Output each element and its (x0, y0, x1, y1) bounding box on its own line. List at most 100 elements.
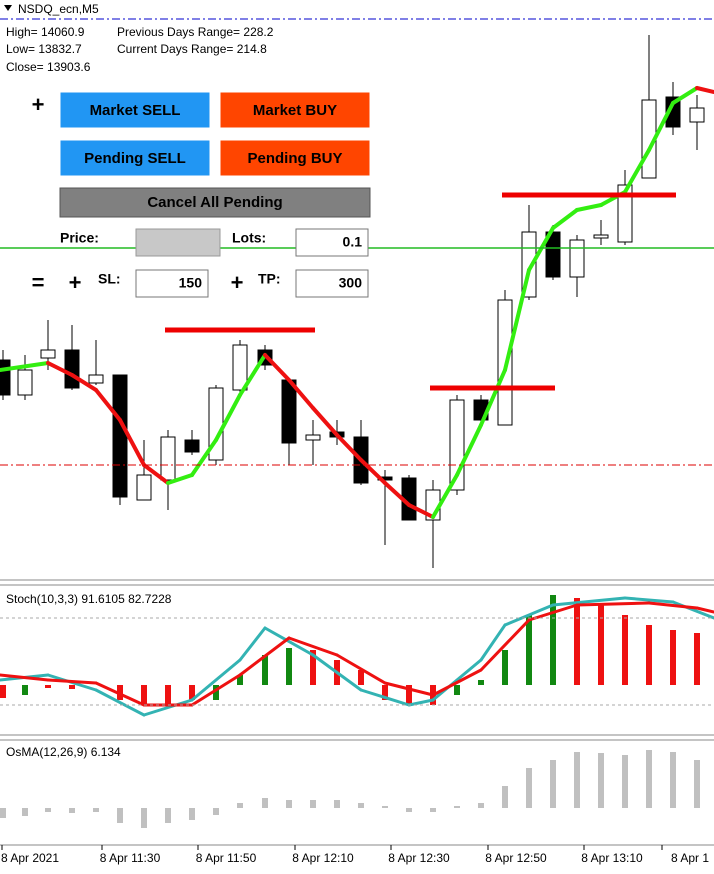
candle-body (40, 349, 56, 359)
stoch-bar (310, 650, 316, 685)
stoch-signal (238, 636, 291, 677)
lots-value: 0.1 (343, 234, 363, 250)
stoch-main (142, 698, 194, 717)
moving-average (551, 208, 579, 230)
candle-body (0, 359, 11, 396)
symbol: NSDQ_ecn,M5 (18, 2, 99, 16)
cancel-button[interactable]: Cancel All Pending (59, 187, 371, 218)
time-label: 8 Apr 12:30 (388, 851, 450, 865)
moving-average (311, 406, 339, 437)
osma-bar (262, 798, 268, 808)
moving-average (695, 86, 714, 94)
stoch-bar (286, 648, 292, 685)
osma-bar (574, 752, 580, 808)
osma-bar (526, 768, 532, 808)
osma-bar (213, 808, 219, 815)
stoch-main (503, 603, 555, 627)
osma-bar (0, 808, 6, 818)
stoch-main (623, 596, 675, 604)
osma-bar (45, 808, 51, 812)
moving-average (190, 438, 218, 477)
candle-body (160, 436, 176, 481)
candle-body (305, 434, 321, 441)
osma-bar (478, 803, 484, 808)
osma-bar (670, 752, 676, 808)
candle-body (184, 439, 200, 453)
stoch-signal (383, 681, 435, 697)
button-label: Market SELL (90, 102, 181, 119)
moving-average (575, 203, 603, 212)
market-buy-button[interactable]: Market BUY (219, 91, 371, 129)
osma-bar (69, 808, 75, 813)
stoch-bar (502, 650, 508, 685)
moving-average (503, 268, 531, 372)
candle-body (17, 369, 33, 396)
sl-input[interactable] (135, 269, 209, 298)
stoch-bar (45, 685, 51, 688)
osma-bar (358, 803, 364, 808)
candle-body (136, 474, 152, 501)
price-input[interactable] (135, 228, 221, 257)
tp-input[interactable] (295, 269, 369, 298)
tp-plus-button[interactable]: + (231, 270, 244, 295)
stoch-main (551, 596, 627, 607)
tp-label: TP: (258, 271, 281, 287)
time-label: 8 Apr 13:10 (581, 851, 643, 865)
stoch-signal (431, 668, 483, 697)
stoch-signal (479, 618, 531, 672)
lots-label: Lots: (232, 230, 266, 246)
stoch-signal (190, 673, 242, 707)
stoch-bar (141, 685, 147, 705)
moving-average (455, 423, 483, 477)
stoch-bar (69, 685, 75, 689)
moving-average (166, 473, 194, 485)
osma-bar (598, 753, 604, 808)
stoch-main (671, 600, 714, 620)
stoch-bar (454, 685, 460, 695)
button-label: Pending BUY (247, 150, 342, 167)
moving-average (335, 433, 363, 462)
osma-label: OsMA(12,26,9) 6.134 (6, 745, 121, 759)
sl-label: SL: (98, 271, 121, 287)
equals-button[interactable]: = (32, 270, 45, 295)
button-bg (59, 187, 371, 218)
moving-average (383, 481, 411, 507)
osma-bar (189, 808, 195, 820)
add-button[interactable]: + (32, 92, 45, 117)
stoch-bar (670, 630, 676, 685)
pending-buy-button[interactable]: Pending BUY (219, 139, 371, 177)
stoch-signal (335, 653, 387, 685)
moving-average (647, 101, 675, 152)
osma-bar (93, 808, 99, 812)
moving-average (214, 393, 242, 442)
osma-bar (382, 806, 388, 808)
stoch-bar (358, 670, 364, 685)
pending-sell-button[interactable]: Pending SELL (59, 139, 211, 177)
stoch-main (263, 626, 315, 657)
stoch-bar (189, 685, 195, 700)
stoch-bar (574, 598, 580, 685)
lots-input[interactable] (295, 228, 369, 257)
moving-average (238, 353, 267, 397)
stoch-bar (382, 685, 388, 700)
osma-bar (310, 800, 316, 808)
osma-bar (646, 750, 652, 808)
stoch-bar (646, 625, 652, 685)
stoch-label: Stoch(10,3,3) 91.6105 82.7228 (6, 592, 172, 606)
market-sell-button[interactable]: Market SELL (59, 91, 211, 129)
moving-average (479, 368, 507, 427)
stoch-bar (622, 615, 628, 685)
button-label: Pending SELL (84, 150, 186, 167)
osma-bar (286, 800, 292, 808)
candle-body (569, 239, 585, 278)
moving-average (623, 148, 651, 194)
moving-average (142, 463, 170, 485)
stoch-signal (94, 681, 146, 707)
moving-average (671, 86, 699, 105)
stoch-signal (0, 673, 50, 682)
sl-plus-button[interactable]: + (69, 270, 82, 295)
candle-body (232, 344, 248, 391)
stoch-main (479, 623, 507, 662)
symbol-arrow (4, 5, 12, 11)
candle-body (281, 379, 297, 444)
